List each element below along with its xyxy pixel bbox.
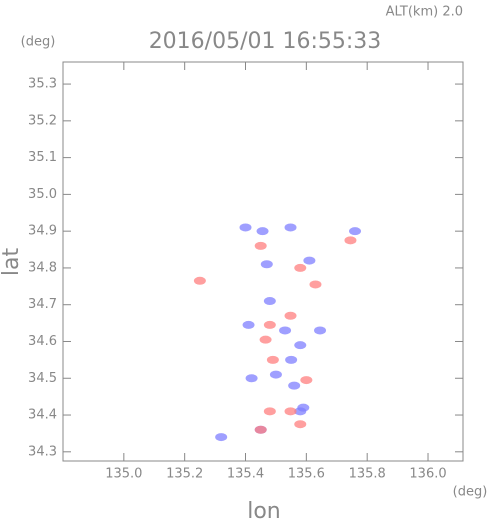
x-unit: (deg): [453, 485, 488, 500]
x-tick-label: 135.0: [105, 467, 142, 482]
radar-echo: [294, 420, 307, 429]
radar-echo: [294, 341, 307, 350]
radar-echo: [266, 355, 279, 364]
radar-echo: [193, 276, 206, 285]
radar-echo: [309, 280, 322, 289]
y-tick-label: 35.0: [28, 187, 57, 202]
radar-echo: [284, 311, 297, 320]
y-tick-label: 34.9: [28, 224, 57, 239]
radar-echo: [294, 263, 307, 272]
radar-echo: [344, 236, 357, 245]
y-tick-label: 34.5: [28, 371, 57, 386]
radar-echo: [242, 320, 255, 329]
radar-echo: [263, 320, 276, 329]
y-axis-label: lat: [0, 248, 24, 277]
radar-echo: [254, 241, 267, 250]
altitude-label: ALT(km) 2.0: [386, 5, 463, 20]
radar-echo: [260, 260, 273, 269]
y-tick-label: 35.1: [28, 150, 57, 165]
radar-echo: [279, 326, 292, 335]
y-unit: (deg): [21, 35, 56, 50]
radar-echo: [300, 376, 313, 385]
radar-echo: [288, 381, 301, 390]
radar-echo: [285, 355, 298, 364]
chart-title: 2016/05/01 16:55:33: [149, 29, 382, 54]
plot-frame: [62, 61, 464, 462]
radar-echo: [303, 256, 316, 265]
radar-echo: [215, 433, 228, 442]
radar-echo: [284, 407, 297, 416]
x-tick-label: 135.6: [288, 467, 325, 482]
radar-echo: [284, 223, 297, 232]
radar-echo: [245, 374, 258, 383]
x-axis-label: lon: [247, 499, 281, 521]
y-tick-label: 34.7: [28, 297, 57, 312]
y-tick-label: 35.2: [28, 113, 57, 128]
x-tick-label: 135.2: [166, 467, 203, 482]
radar-echo: [297, 403, 310, 412]
x-tick-label: 135.4: [227, 467, 264, 482]
radar-echo: [263, 407, 276, 416]
radar-echo: [314, 326, 327, 335]
y-tick-label: 34.8: [28, 260, 57, 275]
radar-echo: [259, 335, 272, 344]
y-tick-label: 34.4: [28, 408, 57, 423]
radar-echo: [269, 370, 282, 379]
radar-echo: [239, 223, 252, 232]
radar-echo: [256, 227, 269, 236]
radar-echo: [349, 227, 362, 236]
radar-echo: [263, 297, 276, 306]
y-tick-label: 34.3: [28, 444, 57, 459]
y-tick-label: 34.6: [28, 334, 57, 349]
radar-echo: [254, 425, 267, 434]
y-tick-label: 35.3: [28, 77, 57, 92]
x-tick-label: 136.0: [409, 467, 446, 482]
x-tick-label: 135.8: [349, 467, 386, 482]
